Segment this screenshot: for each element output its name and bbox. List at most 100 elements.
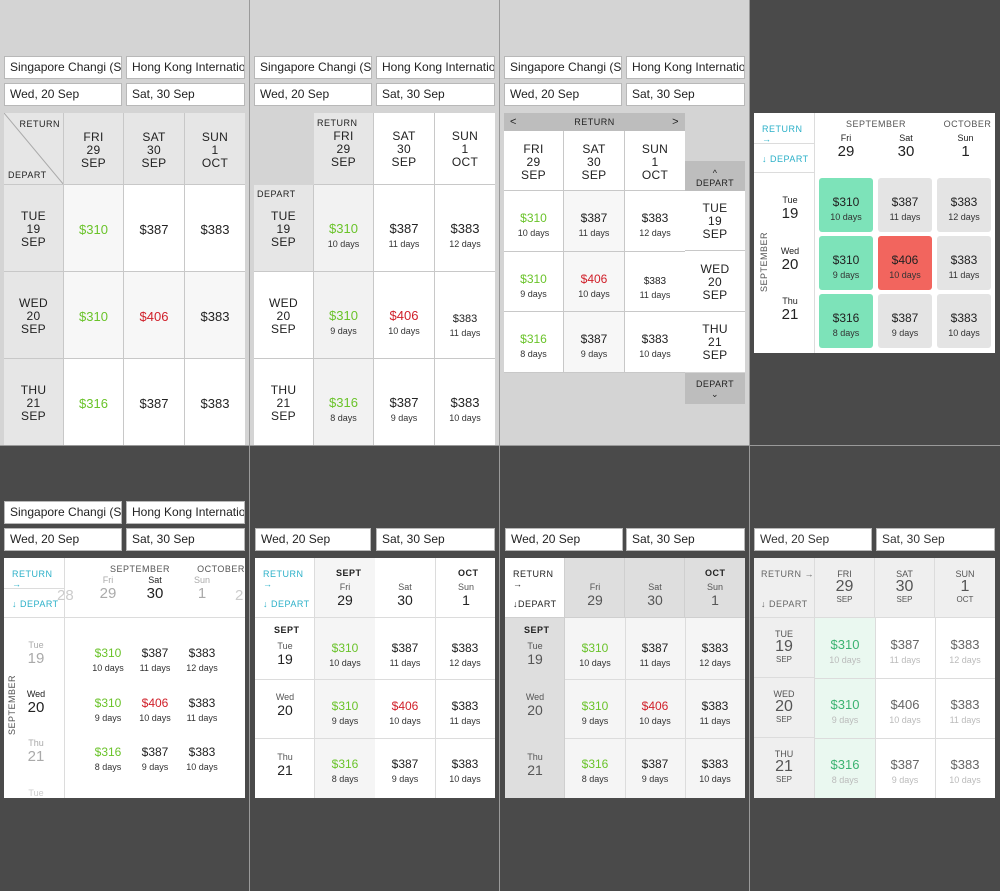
return-axis-button[interactable]: RETURN → [12, 569, 53, 589]
fare-cell[interactable]: $316 [64, 359, 124, 445]
return-axis-button[interactable]: RETURN → [761, 569, 814, 579]
depart-row-header[interactable]: Tue 19 [505, 641, 565, 667]
destination-field[interactable]: Hong Kong Internatio... [376, 56, 495, 79]
fare-cell[interactable]: $383 12 days [177, 644, 227, 673]
fare-cell[interactable]: $316 8 days [314, 359, 374, 445]
depart-axis-button[interactable]: ↓DEPART [513, 599, 557, 609]
fare-cell[interactable]: $387 [124, 359, 185, 445]
fare-cell[interactable]: $383 11 days [685, 697, 745, 726]
return-date-field[interactable]: Sat, 30 Sep [126, 83, 245, 106]
return-col-header[interactable]: OCT Sun 1 [435, 558, 495, 618]
depart-row-header[interactable]: Tue 19 [16, 640, 56, 667]
fare-cell[interactable]: $383 11 days [625, 252, 685, 312]
fare-tile[interactable]: $316 8 days [819, 294, 873, 348]
return-date-field[interactable]: Sat, 30 Sep [126, 528, 245, 551]
fare-cell[interactable]: $383 [185, 185, 245, 272]
return-axis-button[interactable]: RETURN → [263, 569, 304, 589]
return-col-header[interactable]: RETURN FRI 29 SEP [314, 113, 374, 185]
depart-row-header[interactable]: Wed 20 [505, 692, 565, 718]
depart-date-field[interactable]: Wed, 20 Sep [4, 528, 122, 551]
fare-cell[interactable]: $316 8 days [815, 756, 875, 785]
return-col-header[interactable]: Sat 30 [130, 575, 180, 602]
return-col-header[interactable]: OCT Sun 1 [685, 558, 745, 618]
depart-row-header[interactable]: WED 20 SEP [4, 272, 64, 359]
fare-cell[interactable]: $387 9 days [625, 755, 685, 784]
destination-field[interactable]: Hong Kong Internatio... [126, 501, 245, 524]
fare-cell[interactable]: $316 8 days [83, 743, 133, 772]
fare-tile[interactable]: $383 12 days [937, 178, 991, 232]
fare-cell[interactable]: $406 10 days [625, 697, 685, 726]
fare-cell[interactable]: $387 11 days [875, 636, 935, 665]
depart-row-header[interactable]: TUE 19 SEP [754, 618, 815, 678]
return-date-field[interactable]: Sat, 30 Sep [376, 528, 495, 551]
return-col-header[interactable]: Fri 29 [83, 575, 133, 602]
return-col-header[interactable]: FRI 29 SEP [64, 113, 124, 185]
fare-cell[interactable]: $310 [64, 272, 124, 359]
fare-cell[interactable]: $387 11 days [564, 191, 625, 252]
return-col-header[interactable]: SUN 1 OCT [435, 113, 495, 185]
depart-row-header[interactable]: TUE 19 SEP [685, 191, 745, 251]
fare-cell[interactable]: $387 9 days [375, 755, 435, 784]
fare-cell[interactable]: $387 11 days [130, 644, 180, 673]
depart-date-field[interactable]: Wed, 20 Sep [505, 528, 623, 551]
origin-field[interactable]: Singapore Changi (SIN) [254, 56, 372, 79]
fare-cell[interactable]: $387 9 days [875, 756, 935, 785]
next-return-arrow[interactable]: > [672, 116, 679, 128]
depart-axis-button[interactable]: ↓ DEPART [263, 599, 310, 609]
depart-row-header[interactable]: Tue 19 [255, 641, 315, 667]
return-col-header[interactable]: Fri 29 [565, 558, 625, 618]
fare-tile[interactable]: $310 10 days [819, 178, 873, 232]
fare-cell[interactable]: $387 9 days [130, 743, 180, 772]
return-col-header[interactable]: FRI 29 SEP [504, 131, 564, 191]
return-col-header[interactable]: SUN 1 OCT [935, 558, 995, 618]
depart-row-header[interactable]: Wed 20 [770, 246, 810, 273]
return-col-header[interactable]: SUN 1 OCT [625, 131, 685, 191]
fare-cell[interactable]: $310 9 days [315, 697, 375, 726]
return-col-header[interactable]: SAT 30 SEP [124, 113, 185, 185]
fare-cell[interactable]: $310 [64, 185, 124, 272]
fare-cell[interactable]: $383 12 days [625, 191, 685, 252]
fare-cell[interactable]: $310 9 days [314, 272, 374, 359]
fare-cell[interactable]: $310 10 days [314, 185, 374, 272]
fare-cell[interactable]: $310 10 days [315, 639, 375, 668]
fare-tile[interactable]: $383 10 days [937, 294, 991, 348]
depart-row-header[interactable]: Thu 21 [255, 752, 315, 778]
fare-cell[interactable]: $383 11 days [177, 694, 227, 723]
prev-return-arrow[interactable]: < [510, 116, 517, 128]
next-depart-button[interactable]: DEPART ⌄ [685, 373, 745, 404]
fare-cell[interactable]: $316 8 days [315, 755, 375, 784]
depart-axis-button[interactable]: ↓ DEPART [762, 154, 809, 164]
fare-cell[interactable]: $406 [124, 272, 185, 359]
depart-axis-button[interactable]: ↓ DEPART [761, 599, 808, 609]
fare-tile[interactable]: $406 10 days [878, 236, 932, 290]
fare-cell[interactable]: $387 9 days [564, 312, 625, 373]
fare-cell[interactable]: $387 11 days [374, 185, 435, 272]
depart-row-header[interactable]: DEPART TUE 19 SEP [254, 185, 314, 272]
prev-depart-button[interactable]: ^ DEPART [685, 161, 745, 191]
fare-cell[interactable]: $383 11 days [435, 697, 495, 726]
fare-cell[interactable]: $383 11 days [935, 696, 995, 725]
return-col-header[interactable]: SAT 30 SEP [875, 558, 935, 618]
fare-cell[interactable]: $310 10 days [504, 191, 564, 252]
depart-row-header[interactable]: THU 21 SEP [4, 359, 64, 445]
depart-row-header[interactable]: Thu 21 [770, 296, 810, 323]
depart-date-field[interactable]: Wed, 20 Sep [504, 83, 622, 106]
fare-cell[interactable]: $383 10 days [685, 755, 745, 784]
fare-cell[interactable]: $383 10 days [625, 312, 685, 373]
return-date-field[interactable]: Sat, 30 Sep [626, 528, 745, 551]
prev-day[interactable]: 28 [57, 587, 74, 604]
depart-row-header[interactable]: THU 21 SEP [254, 359, 314, 445]
fare-cell[interactable]: $316 8 days [565, 755, 625, 784]
return-axis-button[interactable]: RETURN → [762, 124, 803, 144]
origin-field[interactable]: Singapore Changi (SIN) [504, 56, 622, 79]
fare-cell[interactable]: $406 10 days [130, 694, 180, 723]
fare-cell[interactable]: $383 12 days [685, 639, 745, 668]
fare-cell[interactable]: $383 12 days [935, 636, 995, 665]
depart-row-header[interactable]: TUE 19 SEP [4, 185, 64, 272]
depart-date-field[interactable]: Wed, 20 Sep [254, 83, 372, 106]
depart-axis-button[interactable]: ↓ DEPART [12, 599, 59, 609]
origin-field[interactable]: Singapore Changi (SIN) [4, 56, 122, 79]
next-depart-day[interactable]: Tue [28, 788, 44, 798]
depart-date-field[interactable]: Wed, 20 Sep [4, 83, 122, 106]
fare-cell[interactable]: $383 10 days [177, 743, 227, 772]
